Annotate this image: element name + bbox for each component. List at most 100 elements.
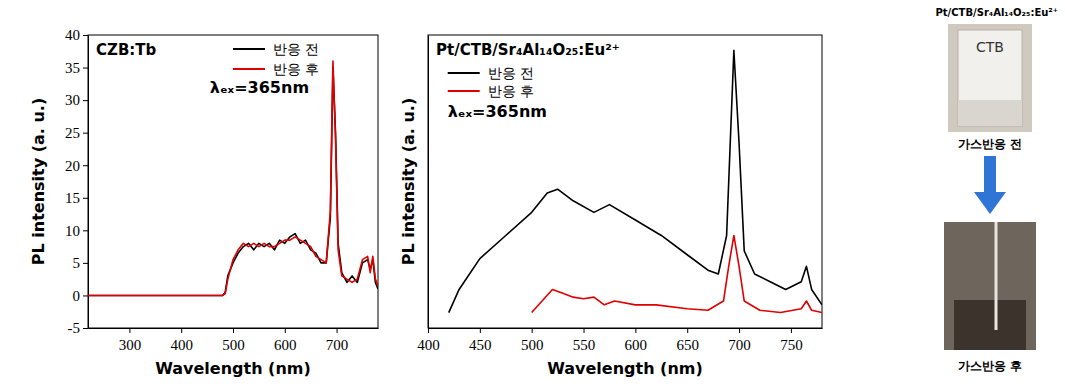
x-tick-mark [739,328,740,333]
x-tick-label: 400 [417,337,440,353]
x-tick-mark [635,328,636,333]
powder-dark [954,300,1026,350]
y-tick: 0 [73,288,89,304]
y-tick-label: 25 [65,125,80,141]
y-tick-mark [83,100,88,101]
x-tick: 500 [521,328,544,353]
x-tick-label: 650 [676,337,699,353]
x-tick-mark [687,328,688,333]
chart-panel: 400450500550600650700750Wavelength (nm)P… [399,35,823,378]
y-tick-label: 30 [65,92,80,108]
arrow-shaft [984,156,996,194]
y-tick: 15 [65,190,88,206]
x-tick-mark [584,328,585,333]
x-tick: 600 [274,328,297,353]
y-axis-title: PL intensity (a. u.) [29,98,48,265]
x-tick-label: 700 [728,337,751,353]
y-axis-line [88,36,89,329]
x-tick-mark [480,328,481,333]
legend-swatch [233,68,265,70]
annotation: CZB:Tb [96,41,157,59]
x-tick-label: 500 [222,337,245,353]
x-tick-label: 600 [625,337,648,353]
x-tick: 700 [326,328,349,353]
x-tick-mark [337,328,338,333]
y-tick-mark [83,133,88,134]
x-tick: 750 [780,328,803,353]
powder [958,100,1022,126]
legend: 반응 전반응 후 [448,65,534,99]
x-axis: 400450500550600650700750 [417,328,822,353]
y-tick-label: 10 [65,223,80,239]
x-tick-mark [129,328,130,333]
x-tick: 400 [170,328,193,353]
annotation: λₑₓ=365nm [448,102,547,121]
plot-frame [88,35,378,328]
y-tick-mark [83,263,88,264]
y-tick-label: 5 [73,255,81,271]
spectrum-line [532,235,822,312]
x-tick-label: 700 [326,337,349,353]
x-tick-mark [791,328,792,333]
x-tick-label: 550 [573,337,596,353]
y-tick: -5 [68,320,89,336]
legend-swatch [233,48,265,50]
legend-label: 반응 전 [273,41,319,57]
lines [88,61,378,295]
y-axis [428,36,429,329]
x-tick-mark [233,328,234,333]
lines [449,50,822,312]
x-tick-label: 300 [119,337,142,353]
photo-caption: 가스반응 전 [958,137,1022,151]
y-tick-mark [83,328,88,329]
chart-panel: 300400500600700-50510152025303540Wavelen… [29,27,379,378]
photo-before [948,24,1032,132]
x-tick-mark [532,328,533,333]
y-tick: 20 [65,158,88,174]
y-tick: 30 [65,92,88,108]
x-tick-label: 400 [170,337,193,353]
legend-swatch [448,90,480,92]
x-tick-mark [428,328,429,333]
y-tick-mark [83,295,88,296]
y-tick: 40 [65,27,88,43]
x-tick-mark [181,328,182,333]
y-tick: 5 [73,255,89,271]
x-tick: 650 [676,328,699,353]
x-tick: 700 [728,328,751,353]
x-axis-title: Wavelength (nm) [547,359,703,378]
x-tick: 400 [417,328,440,353]
y-tick: 10 [65,223,88,239]
y-axis-line [428,36,429,329]
x-tick-label: 600 [274,337,297,353]
y-tick-label: 15 [65,190,80,206]
x-axis-line [429,328,823,329]
x-axis: 300 400 500 600 700 [89,328,379,353]
legend-label: 반응 전 [488,65,534,81]
arrow-head [974,192,1006,214]
tube [995,222,998,330]
y-tick-mark [83,198,88,199]
spectrum-line [449,50,822,312]
bottle [958,30,1022,126]
x-tick: 500 [222,328,245,353]
y-axis: -5 0 5 10 15 20 25 30 35 40 [65,27,89,336]
x-tick: 300 [119,328,142,353]
annotation: Pt/CTB/Sr₄Al₁₄O₂₅:Eu²⁺ [436,41,620,59]
y-tick-mark [83,35,88,36]
photo-after [944,222,1036,350]
x-tick: 550 [573,328,596,353]
legend-label: 반응 후 [488,83,534,99]
y-tick: 25 [65,125,88,141]
legend-label: 반응 후 [273,61,319,77]
y-tick-label: -5 [68,320,81,336]
x-tick: 600 [625,328,648,353]
photo-title: Pt/CTB/Sr₄Al₁₄O₂₅:Eu²⁺ [935,7,1058,18]
spectrum-line [88,61,378,295]
y-axis-title: PL intensity (a. u.) [399,98,418,265]
plot-frame [428,35,822,328]
annotation: λₑₓ=365nm [210,78,309,97]
y-tick-label: 35 [65,60,80,76]
y-tick-label: 40 [65,27,80,43]
x-tick-label: 750 [780,337,803,353]
